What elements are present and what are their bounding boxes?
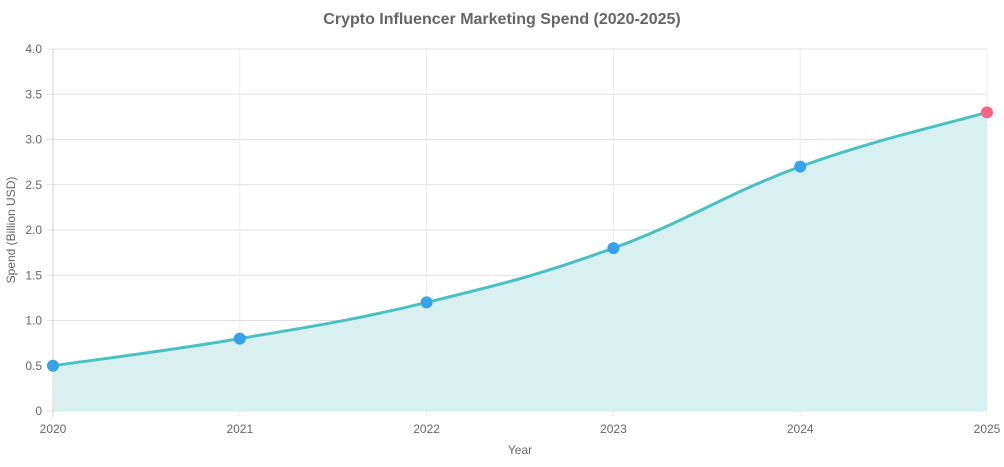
data-points xyxy=(47,106,993,372)
data-point-2020[interactable] xyxy=(47,359,59,372)
y-tick-label: 0 xyxy=(35,404,42,418)
y-tick-label: 4.0 xyxy=(25,42,42,56)
data-point-2023[interactable] xyxy=(607,242,620,255)
chart-title: Crypto Influencer Marketing Spend (2020-… xyxy=(323,11,680,28)
x-axis-label: Year xyxy=(508,443,532,457)
y-axis-label: Spend (Billion USD) xyxy=(4,177,18,284)
y-tick-label: 2.0 xyxy=(25,223,42,237)
x-tick-label: 2025 xyxy=(974,422,1001,436)
y-tick-label: 1.0 xyxy=(25,314,42,328)
y-tick-label: 1.5 xyxy=(25,268,42,282)
y-tick-label: 3.5 xyxy=(25,87,42,101)
data-point-2021[interactable] xyxy=(233,332,246,345)
x-tick-label: 2020 xyxy=(40,422,67,436)
area-fill xyxy=(53,112,987,411)
series-line xyxy=(52,110,988,368)
data-point-2025[interactable] xyxy=(981,106,993,119)
y-axis-ticks: 0 0.5 1.0 1.5 2.0 2.5 3.0 3.5 4.0 xyxy=(25,42,42,418)
data-point-2024[interactable] xyxy=(794,160,807,173)
y-tick-label: 0.5 xyxy=(25,359,42,373)
x-tick-label: 2024 xyxy=(787,422,814,436)
x-tick-label: 2021 xyxy=(226,422,253,436)
x-tick-label: 2022 xyxy=(413,422,440,436)
y-tick-label: 2.5 xyxy=(25,178,42,192)
x-tick-label: 2023 xyxy=(600,422,627,436)
x-axis-ticks: 2020 2021 2022 2023 2024 2025 xyxy=(40,422,1001,436)
y-tick-label: 3.0 xyxy=(25,133,42,147)
data-point-2022[interactable] xyxy=(420,296,433,309)
